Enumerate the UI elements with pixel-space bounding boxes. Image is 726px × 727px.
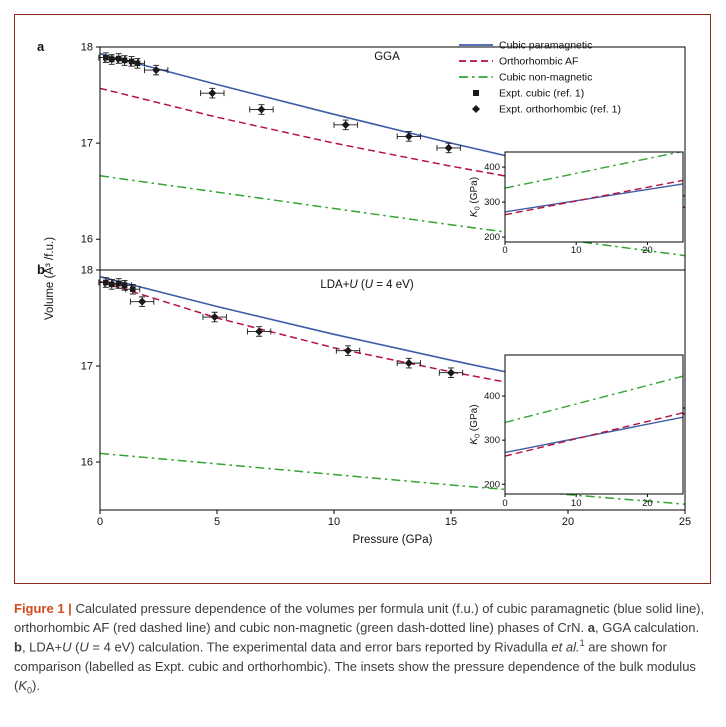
inset-a-series-group <box>505 152 683 216</box>
panel-b-title: LDA+U (U = 4 eV) <box>320 279 414 291</box>
caption-text-5: = 4 eV) calculation. The experimental da… <box>88 639 552 655</box>
legend-label-cubic-paramagnetic: Cubic paramagnetic <box>499 40 592 52</box>
y-tick-label: 16 <box>81 457 93 469</box>
inset-a-frame <box>504 151 684 243</box>
caption-k-symbol: K <box>18 678 28 694</box>
caption-panel-b-ref: b <box>14 639 22 655</box>
y-tick-label: 18 <box>81 42 93 54</box>
expt-orthorhombic-point <box>210 313 219 322</box>
inset-a-line-cubic-non-magnetic <box>505 152 683 189</box>
caption-text-2: , GGA calculation. <box>595 620 700 636</box>
expt-orthorhombic-point <box>255 327 264 336</box>
panel-b-line-cubic-non-magnetic <box>100 452 685 505</box>
x-tick-label: 25 <box>679 516 691 528</box>
inset-y-tick-label: 300 <box>484 197 500 208</box>
caption-text-1: Calculated pressure dependence of the vo… <box>14 601 705 636</box>
panel-b-frame <box>99 269 686 511</box>
figure-number-label: Figure 1 | <box>14 601 76 616</box>
expt-orthorhombic-point <box>344 346 353 355</box>
expt-orthorhombic-point <box>138 297 147 306</box>
x-tick-label: 20 <box>562 516 574 528</box>
inset-b-line-orthorhombic-af <box>505 412 683 457</box>
expt-cubic-point <box>115 55 122 62</box>
caption-text-3: , LDA+ <box>21 639 63 655</box>
inset-b-y-axis-label: K0 (GPa) <box>469 404 482 444</box>
x-axis-label: Pressure (GPa) <box>353 534 433 546</box>
caption-text-4: ( <box>71 639 80 655</box>
y-tick-label: 17 <box>81 361 93 373</box>
legend-swatch-expt-orthorhombic-ref-1 <box>472 105 480 113</box>
legend-label-cubic-non-magnetic: Cubic non-magnetic <box>499 72 592 84</box>
inset-b-series-group <box>505 375 683 457</box>
x-tick-label: 10 <box>328 516 340 528</box>
legend-label-expt-orthorhombic-ref-1: Expt. orthorhombic (ref. 1) <box>499 104 621 116</box>
panel-label-b: b <box>37 262 45 277</box>
inset-a-y-axis-label: K0 (GPa) <box>469 177 482 217</box>
expt-orthorhombic-point <box>257 105 266 114</box>
caption-etal: et al. <box>551 639 580 655</box>
expt-orthorhombic-point <box>404 132 413 141</box>
panel-a-title: GGA <box>374 51 400 63</box>
inset-x-tick-label: 0 <box>502 245 507 256</box>
expt-orthorhombic-point <box>404 359 413 368</box>
inset-b-frame <box>504 354 684 495</box>
expt-cubic-point <box>128 58 135 65</box>
legend-label-expt-cubic-ref-1: Expt. cubic (ref. 1) <box>499 88 584 100</box>
panel-a-line-cubic-non-magnetic <box>100 175 685 257</box>
expt-orthorhombic-point <box>444 143 453 152</box>
x-tick-label: 0 <box>97 516 103 528</box>
legend-label-orthorhombic-af: Orthorhombic AF <box>499 56 578 68</box>
y-axis-label: Volume (Å³ /f.u.) <box>43 237 56 320</box>
caption-k-subscript: 0 <box>27 685 33 696</box>
expt-orthorhombic-point <box>447 368 455 377</box>
inset-x-tick-label: 20 <box>642 245 653 256</box>
x-tick-label: 5 <box>214 516 220 528</box>
expt-orthorhombic-point <box>341 120 350 129</box>
y-tick-label: 17 <box>81 138 93 150</box>
inset-x-tick-label: 10 <box>571 498 582 509</box>
inset-y-tick-label: 400 <box>484 162 500 173</box>
inset-a-line-orthorhombic-af <box>505 179 683 216</box>
inset-x-tick-label: 0 <box>502 498 507 509</box>
inset-y-tick-label: 200 <box>484 232 500 243</box>
expt-cubic-point <box>103 54 109 61</box>
expt-cubic-point <box>129 286 136 292</box>
caption-ref-superscript: 1 <box>579 638 585 649</box>
figure-caption: Figure 1 | Calculated pressure dependenc… <box>14 599 713 698</box>
caption-panel-a-ref: a <box>587 620 595 636</box>
figure-panel-box: 200 300 400 0 10 20 K0 (GPa) 16 17 18 a GGA 200 300 40… <box>14 14 711 584</box>
expt-orthorhombic-point <box>208 89 217 98</box>
inset-x-tick-label: 10 <box>571 245 582 256</box>
expt-cubic-point <box>134 60 141 67</box>
expt-cubic-point <box>103 279 109 286</box>
y-tick-label: 16 <box>81 234 93 246</box>
inset-b-background <box>505 355 683 494</box>
caption-text-6: are shown for comparison (labelled as Ex… <box>14 639 696 694</box>
inset-y-tick-label: 200 <box>484 479 500 490</box>
inset-y-tick-label: 300 <box>484 435 500 446</box>
inset-x-tick-label: 20 <box>642 498 653 509</box>
inset-b-line-cubic-non-magnetic <box>505 375 683 424</box>
caption-italic-u2: U <box>79 639 89 655</box>
legend-swatch-expt-cubic-ref-1 <box>473 90 479 96</box>
x-tick-label: 15 <box>445 516 457 528</box>
panel-label-a: a <box>37 39 45 54</box>
expt-orthorhombic-point <box>152 66 161 75</box>
caption-text-7: ). <box>32 678 40 694</box>
expt-cubic-point <box>115 280 122 287</box>
inset-y-tick-label: 400 <box>484 391 500 402</box>
expt-cubic-point <box>121 282 128 289</box>
y-tick-label: 18 <box>81 265 93 277</box>
caption-italic-u1: U <box>62 639 72 655</box>
